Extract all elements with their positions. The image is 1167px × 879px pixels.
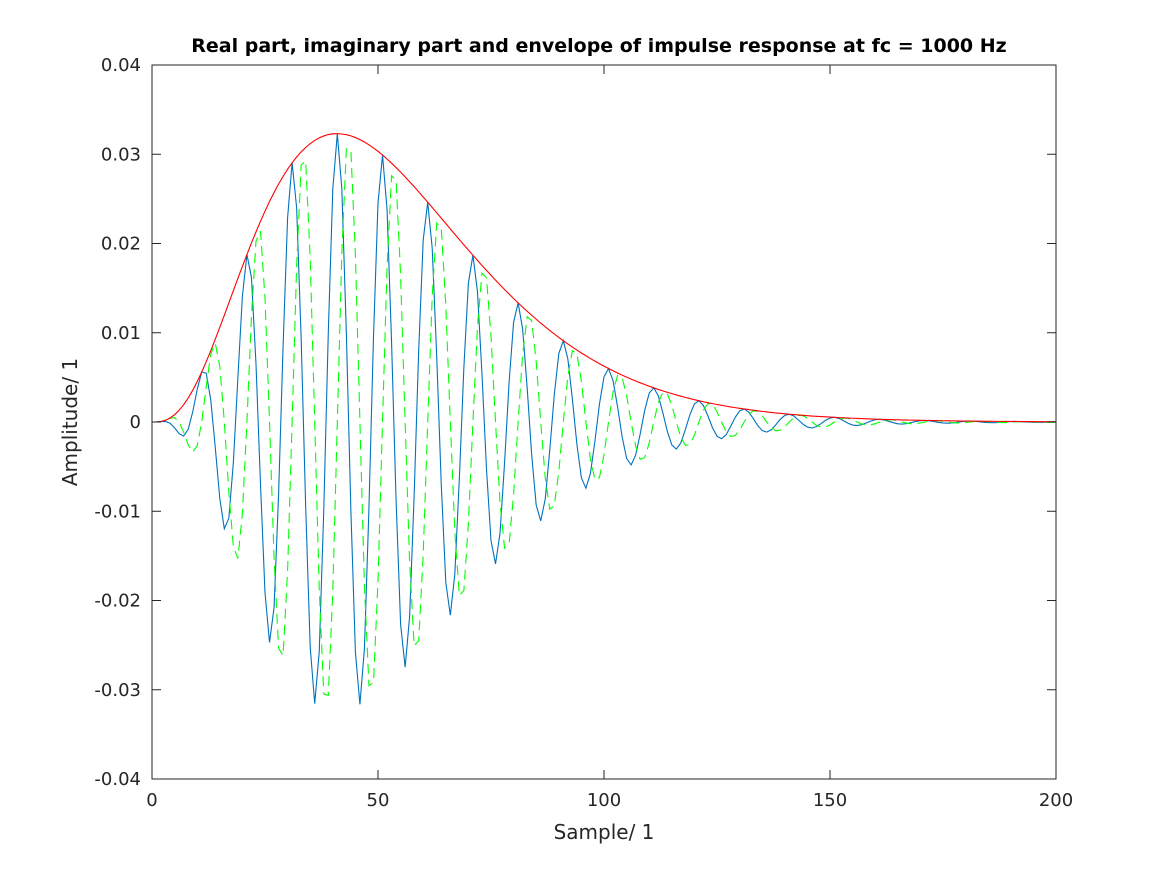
y-tick-label: -0.01 <box>94 501 141 522</box>
series-imaginary-line <box>152 148 1057 697</box>
x-tick-label: 200 <box>1039 790 1073 811</box>
y-axis-label: Amplitude/ 1 <box>58 358 82 486</box>
y-tick-label: 0.03 <box>101 144 141 165</box>
x-tick-label: 100 <box>587 790 621 811</box>
plot-lines <box>151 133 1057 705</box>
y-tick-label: 0.02 <box>101 234 141 255</box>
x-tick-label: 50 <box>367 790 390 811</box>
series-envelope-line <box>151 133 1057 423</box>
y-tick-label: 0 <box>130 412 141 433</box>
x-tick-label: 150 <box>813 790 847 811</box>
axis-ticks: 0 50 100 150 200 -0.04 -0.03 -0.02 -0.01 0 0.01 0.0… <box>94 55 1073 811</box>
x-tick-label: 0 <box>146 790 157 811</box>
y-tick-label: -0.04 <box>94 769 141 790</box>
x-axis-label: Sample/ 1 <box>554 820 655 844</box>
chart-title: Real part, imaginary part and envelope o… <box>191 35 1006 57</box>
series-real-line <box>151 133 1057 705</box>
y-tick-label: 0.04 <box>101 55 141 76</box>
y-tick-label: -0.03 <box>94 680 141 701</box>
y-tick-label: 0.01 <box>101 323 141 344</box>
y-tick-label: -0.02 <box>94 591 141 612</box>
